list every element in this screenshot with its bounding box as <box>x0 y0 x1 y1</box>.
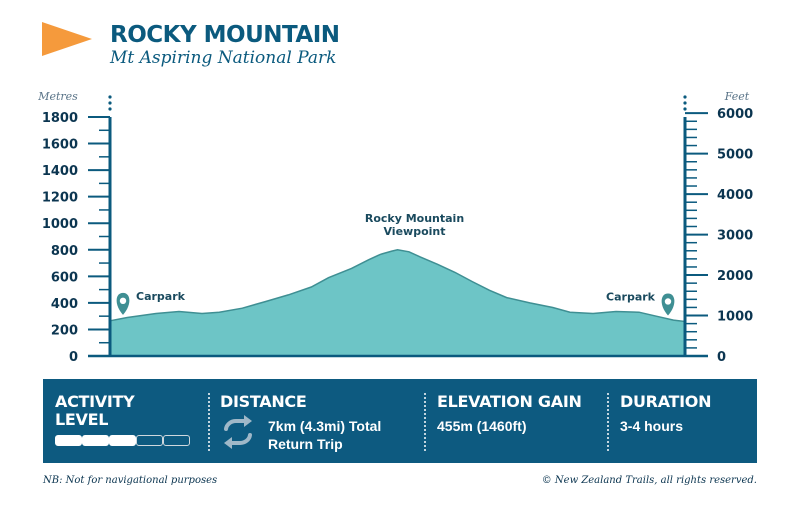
annotation-label: Carpark <box>606 290 656 303</box>
divider <box>607 393 609 451</box>
feet-tick-label: 0 <box>717 350 726 365</box>
axis-dot <box>683 107 687 111</box>
elevation-line <box>109 249 686 323</box>
duration-heading: DURATION <box>620 392 712 411</box>
elevation-gain-heading: ELEVATION GAIN <box>437 392 582 411</box>
annotation-label: Viewpoint <box>383 225 445 238</box>
metres-tick-label: 1400 <box>42 164 78 179</box>
elevation-gain-section: ELEVATION GAIN 455m (1460ft) <box>437 379 607 463</box>
elevation-chart: Metres 0 200 400 600 800 1000 1200 1400 1600 1800 F… <box>37 90 753 365</box>
divider <box>208 393 210 451</box>
footer-copyright: © New Zealand Trails, all rights reserve… <box>541 475 757 486</box>
left-axis-label: Metres <box>37 90 78 103</box>
feet-tick-label: 1000 <box>717 310 753 325</box>
flag-icon <box>42 22 92 56</box>
metres-tick-label: 1600 <box>42 138 78 153</box>
activity-level-section: ACTIVITY LEVEL <box>55 379 205 463</box>
footer-note: NB: Not for navigational purposes <box>43 475 218 486</box>
activity-level-segment <box>163 435 190 446</box>
distance-value: 7km (4.3mi) Total Return Trip <box>268 418 382 452</box>
annotation-label: Rocky Mountain <box>365 212 464 225</box>
axis-dot <box>683 101 687 105</box>
metres-tick-label: 800 <box>51 244 78 259</box>
metres-tick-label: 400 <box>51 297 78 312</box>
activity-level-meter <box>55 435 191 446</box>
activity-level-segment <box>109 435 136 446</box>
activity-level-heading: ACTIVITY LEVEL <box>55 392 135 429</box>
divider <box>424 393 426 451</box>
page-subtitle: Mt Aspiring National Park <box>110 48 337 68</box>
metres-tick-label: 1000 <box>42 217 78 232</box>
metres-tick-label: 1200 <box>42 191 78 206</box>
location-pin-dot <box>119 297 127 305</box>
right-axis-label: Feet <box>724 90 750 103</box>
activity-level-segment <box>55 435 82 446</box>
distance-heading: DISTANCE <box>220 392 307 411</box>
duration-value: 3-4 hours <box>620 418 684 434</box>
page-title: ROCKY MOUNTAIN <box>110 22 340 48</box>
duration-section: DURATION 3-4 hours <box>620 379 750 463</box>
elevation-gain-value: 455m (1460ft) <box>437 418 527 434</box>
activity-level-segment <box>82 435 109 446</box>
distance-section: DISTANCE 7km (4.3mi) Total Return Trip <box>220 379 420 463</box>
axis-dot <box>108 95 112 99</box>
feet-tick-label: 6000 <box>717 107 753 122</box>
metres-tick-label: 0 <box>69 350 78 365</box>
axis-dot <box>108 107 112 111</box>
feet-tick-label: 4000 <box>717 188 753 203</box>
repeat-icon <box>224 415 252 449</box>
header: ROCKY MOUNTAIN Mt Aspiring National Park <box>0 0 800 90</box>
activity-level-segment <box>136 435 163 446</box>
metres-tick-label: 600 <box>51 270 78 285</box>
metres-tick-label: 1800 <box>42 111 78 126</box>
axis-dot <box>108 101 112 105</box>
feet-tick-label: 2000 <box>717 269 753 284</box>
elevation-area <box>110 249 685 356</box>
metres-tick-label: 200 <box>51 323 78 338</box>
axis-dot <box>683 95 687 99</box>
feet-tick-label: 5000 <box>717 148 753 163</box>
location-pin-dot <box>664 298 672 305</box>
trail-info-bar: ACTIVITY LEVEL DISTANCE 7km (4.3mi) Tota… <box>43 379 757 463</box>
annotation-label: Carpark <box>136 290 186 303</box>
feet-tick-label: 3000 <box>717 229 753 244</box>
